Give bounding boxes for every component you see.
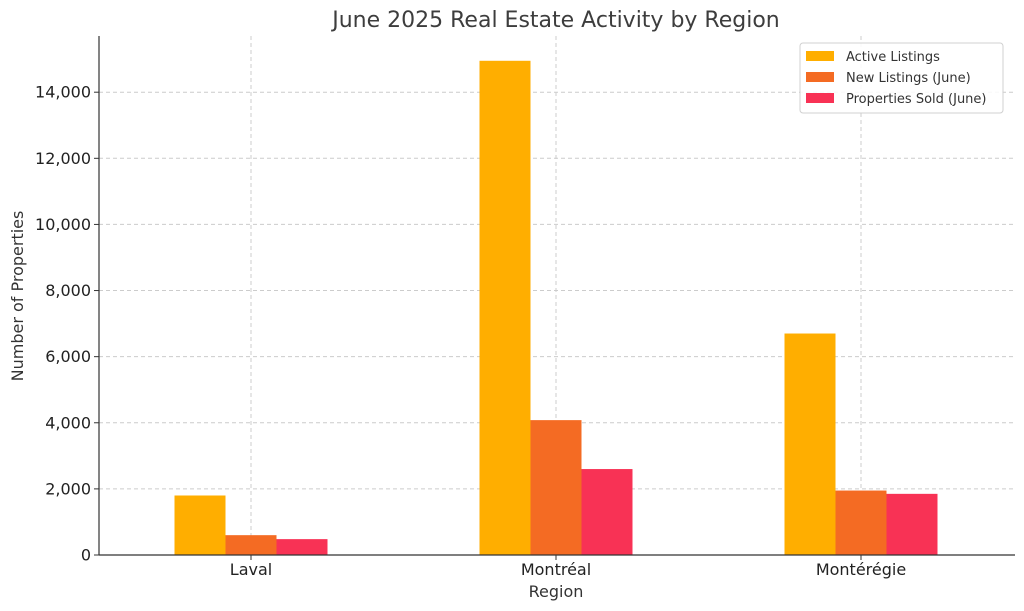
bar-new-listings-june-montreal (530, 420, 582, 555)
legend-swatch-active-listings (806, 51, 834, 61)
bar-new-listings-june-monteregie (835, 490, 887, 555)
y-tick-label: 2,000 (45, 479, 91, 498)
legend-label-new-listings-june: New Listings (June) (846, 71, 971, 86)
chart-title: June 2025 Real Estate Activity by Region (330, 8, 780, 33)
bar-properties-sold-june-monteregie (886, 493, 938, 555)
legend-box (799, 42, 1004, 114)
x-axis-label: Region (529, 582, 584, 601)
bar-active-listings-monteregie (784, 333, 836, 555)
legend: Active Listings New Listings (June) Proper… (799, 42, 1004, 114)
legend-label-properties-sold-june: Properties Sold (June) (846, 92, 987, 107)
x-tick-label-montreal: Montréal (521, 560, 591, 579)
y-tick-label: 8,000 (45, 281, 91, 300)
x-tick-label-monteregie: Montérégie (816, 560, 906, 579)
legend-swatch-new-listings-june (806, 72, 834, 82)
bar-properties-sold-june-montreal (581, 469, 633, 555)
y-axis-label: Number of Properties (8, 211, 27, 382)
x-tick-label-laval: Laval (230, 560, 272, 579)
bar-properties-sold-june-laval (276, 539, 328, 555)
bar-active-listings-laval (174, 495, 226, 555)
bar-active-listings-montreal (479, 60, 531, 555)
y-tick-label: 12,000 (35, 149, 91, 168)
y-tick-label: 0 (81, 546, 91, 565)
legend-swatch-properties-sold-june (806, 93, 834, 103)
y-tick-label: 10,000 (35, 215, 91, 234)
axes (94, 36, 1015, 560)
y-tick-label: 4,000 (45, 413, 91, 432)
y-tick-label: 6,000 (45, 347, 91, 366)
bar-new-listings-june-laval (225, 535, 277, 555)
bars (174, 60, 938, 555)
y-tick-label: 14,000 (35, 83, 91, 102)
legend-label-active-listings: Active Listings (846, 50, 940, 65)
tick-labels: 0 2,000 4,000 6,000 8,000 10,000 12,000 14,000 L… (35, 83, 906, 579)
